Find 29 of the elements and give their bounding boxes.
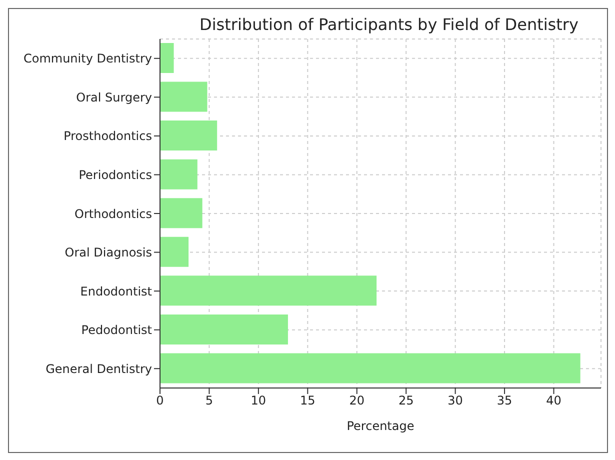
x-tick-label: 30 <box>448 394 463 408</box>
x-axis-title: Percentage <box>346 419 414 433</box>
bar <box>160 82 208 112</box>
x-tick-label: 35 <box>496 394 512 408</box>
x-tick-label: 15 <box>300 394 316 408</box>
bar <box>160 120 218 151</box>
x-tick-label: 0 <box>156 394 164 408</box>
y-tick-label: Oral Surgery <box>76 90 152 104</box>
y-tick-label: Oral Diagnosis <box>64 246 152 260</box>
bar <box>160 43 174 73</box>
bar <box>160 314 288 344</box>
y-tick-label: General Dentistry <box>46 362 152 376</box>
bar <box>160 353 580 384</box>
y-tick-label: Pedodontist <box>81 323 152 338</box>
x-tick-label: 10 <box>250 394 266 408</box>
x-tick-label: 40 <box>546 394 562 408</box>
bar <box>160 198 202 228</box>
bar <box>160 236 189 267</box>
y-tick-label: Prosthodontics <box>64 129 152 144</box>
y-tick-label: Endodontist <box>80 284 152 298</box>
y-tick-label: Orthodontics <box>74 206 152 221</box>
y-tick-label: Periodontics <box>78 168 152 182</box>
x-tick-label: 20 <box>349 394 365 408</box>
x-tick-label: 25 <box>398 394 414 408</box>
x-tick-label: 5 <box>205 394 214 408</box>
y-tick-label: Community Dentistry <box>23 52 152 66</box>
chart-title: Distribution of Participants by Field of Dentistry <box>198 15 580 34</box>
bar <box>160 276 377 306</box>
bar <box>160 159 198 190</box>
